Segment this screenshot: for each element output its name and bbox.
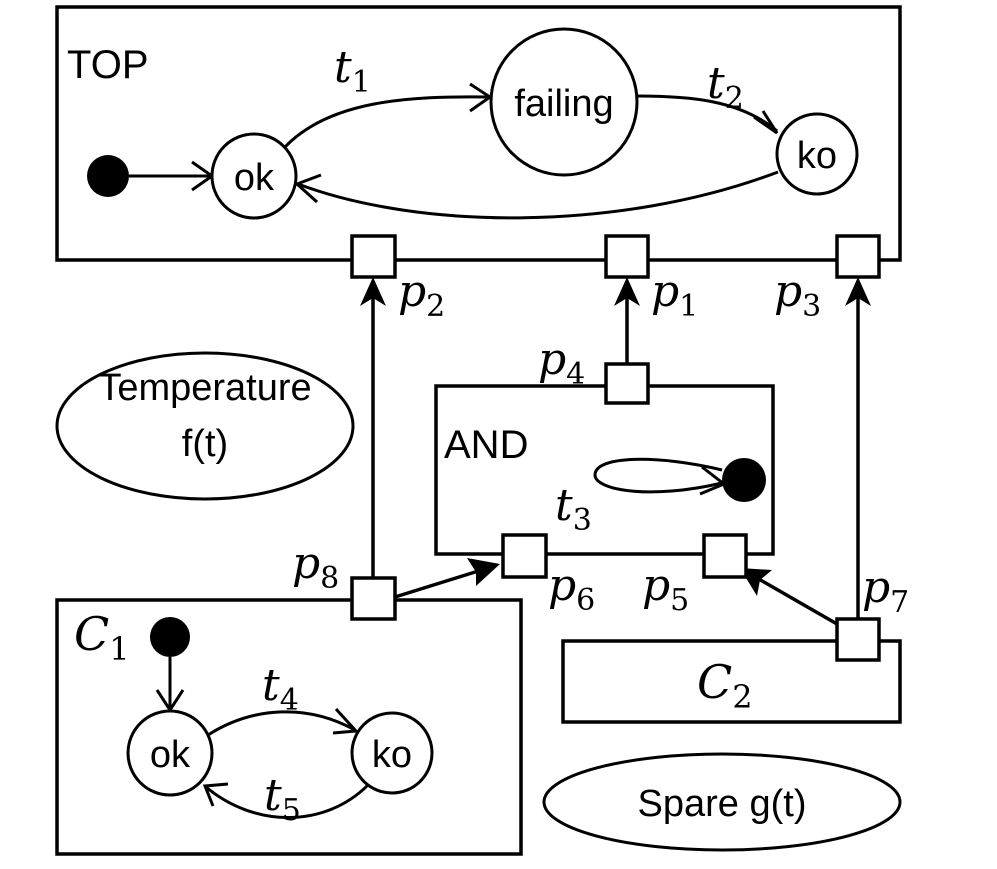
port-p6 [501, 533, 548, 579]
port-labels: p2 p1 p3 p4 p6 p5 p8 p7 [292, 266, 909, 620]
c2-block: C2 [561, 639, 902, 724]
top-edge-t1-label: t1 [334, 42, 371, 100]
ports [350, 234, 881, 662]
top-initial-dot [87, 155, 129, 197]
c1-initial-dot [150, 617, 190, 657]
top-state-failing-label: failing [514, 83, 613, 125]
top-box [55, 5, 902, 262]
temperature-node: Temperature f(t) [55, 351, 355, 501]
c1-edge-t4-label: t4 [262, 660, 299, 718]
link-p8-to-p2-arrowhead [360, 277, 386, 306]
top-edge-t2-label: t2 [707, 58, 744, 116]
c1-state-ko [350, 711, 434, 795]
c1-edge-t4-arrowhead [332, 707, 360, 735]
and-self-loop-arrowhead [699, 465, 727, 496]
c1-block: C1 ok ko t4 t5 [55, 598, 523, 856]
top-state-ko-label: ko [797, 135, 837, 177]
top-state-ok-label: ok [234, 157, 275, 199]
c1-state-ok-label: ok [150, 734, 191, 776]
port-p2-label: p2 [398, 266, 445, 324]
c2-label: C2 [697, 655, 753, 716]
top-edge-return [297, 170, 779, 220]
port-p8 [350, 576, 397, 621]
c1-edge-t5-arrowhead [202, 782, 229, 807]
top-state-ko [775, 112, 859, 196]
spare-label: Spare g(t) [638, 783, 807, 825]
port-p7-label: p7 [862, 562, 909, 620]
port-p3 [835, 234, 881, 279]
port-links [360, 277, 871, 626]
c1-label: C1 [74, 607, 130, 668]
top-edge-return-arrowhead [294, 173, 322, 204]
port-p1-label: p1 [651, 266, 698, 324]
top-edge-t2 [636, 94, 778, 133]
top-edge-t2-arrowhead [753, 110, 779, 135]
spare-node: Spare g(t) [542, 752, 902, 852]
c1-edge-t5-label: t5 [264, 770, 301, 828]
port-p5 [702, 533, 748, 579]
port-p8-label: p8 [292, 538, 339, 596]
c1-state-ko-label: ko [372, 734, 412, 776]
top-state-ok [210, 132, 298, 220]
top-block: TOP ok failing ko t1 t2 [55, 5, 902, 262]
port-p7 [835, 617, 881, 662]
top-state-failing [489, 27, 639, 177]
c1-box [55, 598, 523, 856]
and-self-loop-t3 [593, 457, 723, 494]
port-p2 [350, 234, 397, 279]
port-p3-label: p3 [774, 266, 821, 324]
top-edge-t1-arrowhead [469, 82, 493, 113]
and-block: AND t3 [434, 384, 775, 556]
and-state-dot [722, 458, 766, 502]
port-p4 [604, 362, 650, 405]
c1-edge-t4 [207, 710, 356, 737]
port-p5-label: p5 [642, 560, 689, 618]
temperature-function: f(t) [182, 423, 228, 465]
c1-edge-t5 [205, 783, 370, 819]
link-p7-to-p5 [749, 572, 838, 626]
top-edge-t1 [283, 95, 489, 149]
link-p7-to-p5-arrowhead [740, 568, 772, 596]
link-p8-to-p6 [394, 566, 489, 599]
c2-box [561, 639, 902, 724]
port-p4-label: p4 [538, 334, 585, 392]
and-box [434, 384, 775, 556]
temperature-label: Temperature [98, 367, 311, 409]
c1-state-ok [126, 709, 214, 797]
link-p4-to-p1-arrowhead [614, 277, 640, 306]
link-p7-to-p3-arrowhead [845, 277, 871, 306]
port-p1 [604, 234, 650, 279]
temperature-ellipse [55, 351, 355, 501]
top-label: TOP [67, 43, 149, 87]
and-t3-label: t3 [555, 480, 592, 538]
spare-ellipse [542, 752, 902, 852]
link-p8-to-p6-arrowhead [467, 558, 500, 586]
port-p6-label: p6 [548, 560, 595, 618]
and-label: AND [444, 423, 528, 467]
